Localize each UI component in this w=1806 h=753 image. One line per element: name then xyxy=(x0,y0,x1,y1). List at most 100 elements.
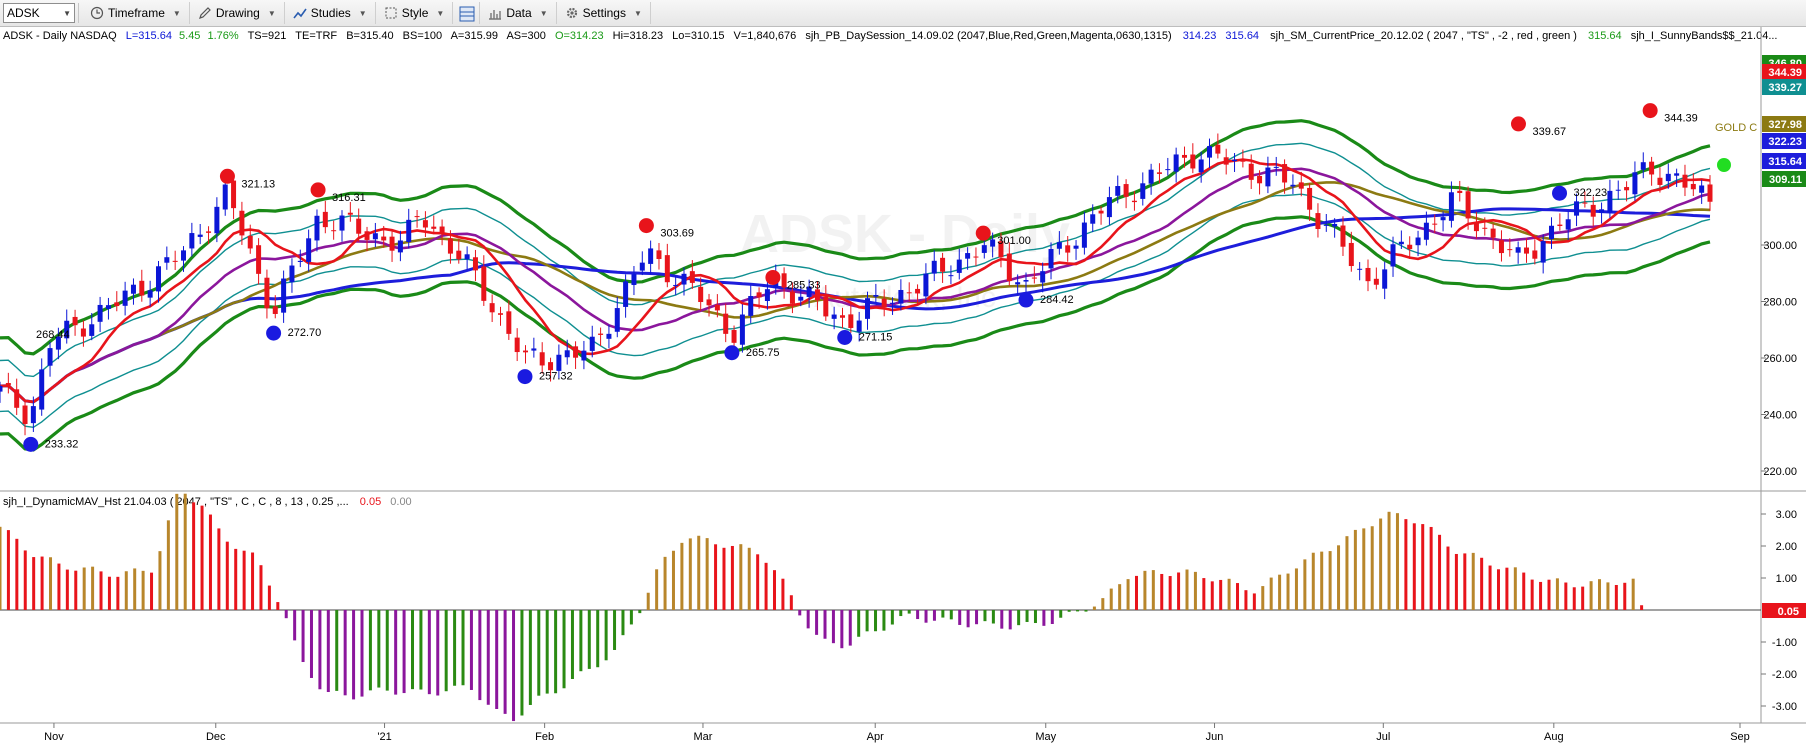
histogram-bar xyxy=(520,610,524,716)
header-open: O=314.23 xyxy=(555,30,604,42)
histogram-bar xyxy=(857,610,861,637)
candle-body xyxy=(389,236,395,251)
data-button[interactable]: Data ▼ xyxy=(480,2,557,24)
histogram-bar xyxy=(427,610,431,695)
layout-button[interactable] xyxy=(453,2,481,24)
candle-body xyxy=(1448,192,1454,221)
sub-header: sjh_I_DynamicMAV_Hst 21.04.03 ( 2047 , "… xyxy=(3,496,412,508)
time-tick-label: Nov xyxy=(44,731,64,743)
candle-body xyxy=(1590,204,1596,217)
time-tick-label: Mar xyxy=(693,731,712,743)
price-tag-label: 339.27 xyxy=(1768,82,1802,94)
candle-body xyxy=(1649,161,1655,175)
candle-body xyxy=(489,303,495,313)
chevron-down-icon[interactable]: ▼ xyxy=(63,8,71,18)
studies-button[interactable]: Studies ▼ xyxy=(285,2,376,24)
timeframe-button[interactable]: Timeframe ▼ xyxy=(82,2,190,24)
price-chart[interactable]: ADSK - Daily Autodesk, Inc ADSK - Daily … xyxy=(0,27,1806,753)
candle-body xyxy=(973,256,979,258)
histogram-bar xyxy=(1345,536,1349,610)
candle-body xyxy=(1181,154,1187,158)
histogram-bar xyxy=(495,610,499,709)
histogram-bar xyxy=(1059,610,1063,618)
histogram-bar xyxy=(882,610,886,631)
settings-button[interactable]: Settings ▼ xyxy=(557,2,651,24)
candle-body xyxy=(139,280,145,296)
candle-body xyxy=(331,230,337,232)
candle-body xyxy=(1115,186,1121,196)
histogram-bar xyxy=(91,566,95,610)
header-study1-v1: 314.23 xyxy=(1183,30,1217,42)
histogram-bar xyxy=(1404,519,1408,610)
price-tick-label: 220.00 xyxy=(1763,466,1797,478)
histogram-bar xyxy=(1101,598,1105,610)
header-study2: sjh_SM_CurrentPrice_20.12.02 ( 2047 , "T… xyxy=(1270,30,1577,42)
chevron-down-icon: ▼ xyxy=(436,8,445,18)
candle-body xyxy=(47,348,53,366)
histogram-bar xyxy=(1513,567,1517,610)
candle-body xyxy=(589,336,595,351)
histogram-bar xyxy=(402,610,406,694)
candle-body xyxy=(414,216,420,218)
candle-body xyxy=(698,286,704,303)
histogram-bar xyxy=(545,610,549,694)
candle-body xyxy=(948,275,954,277)
candle-body xyxy=(890,302,896,304)
histogram-bar xyxy=(907,610,911,614)
time-tick-label: Sep xyxy=(1730,731,1750,743)
swing-high-marker xyxy=(219,168,235,184)
histogram-bar xyxy=(1000,610,1004,629)
histogram-bar xyxy=(57,563,61,610)
histogram-axis: 3.00 2.00 1.00 -1.00 -2.00 -3.00 0.05 xyxy=(1761,509,1806,713)
header-study1-v2: 315.64 xyxy=(1225,30,1259,42)
drawing-button[interactable]: Drawing ▼ xyxy=(190,2,285,24)
candle-body xyxy=(22,405,28,425)
candle-body xyxy=(1282,164,1288,183)
histogram-bar xyxy=(756,554,760,610)
candle-body xyxy=(297,260,303,262)
price-tag-label: 322.23 xyxy=(1768,136,1802,148)
histogram-bar xyxy=(570,610,574,680)
histogram-bar xyxy=(613,610,617,650)
histogram-bar xyxy=(1177,572,1181,610)
candle-body xyxy=(289,265,295,283)
price-tag xyxy=(1762,171,1806,187)
style-button[interactable]: Style ▼ xyxy=(376,2,454,24)
candle-body xyxy=(397,240,403,253)
swing-labels: 233.32 321.13 272.70 316.31 257.32 303.69 265.… xyxy=(36,113,1698,451)
histogram-bar xyxy=(385,610,389,691)
swing-label: 321.13 xyxy=(241,178,275,190)
swing-label: 322.23 xyxy=(1574,187,1608,199)
histogram-bar xyxy=(1328,551,1332,610)
histogram-bar xyxy=(1429,526,1433,610)
histogram-bar xyxy=(478,610,482,701)
swing-label: 339.67 xyxy=(1532,126,1566,138)
header-change: 5.45 xyxy=(179,30,200,42)
histogram-tick-label: -3.00 xyxy=(1772,701,1797,713)
swing-label: 344.39 xyxy=(1664,113,1698,125)
candle-body xyxy=(281,278,287,313)
candle-body xyxy=(1048,249,1054,269)
histogram-bar xyxy=(309,610,313,678)
chevron-down-icon: ▼ xyxy=(358,8,367,18)
histogram-bar xyxy=(1547,579,1551,610)
candle-body xyxy=(873,295,879,297)
histogram-bar xyxy=(646,592,650,610)
candle-body xyxy=(1140,183,1146,199)
histogram-bar xyxy=(352,610,356,700)
histogram-bar xyxy=(65,569,69,610)
histogram-bar xyxy=(638,610,642,614)
histogram-bar xyxy=(1454,553,1458,610)
symbol-input[interactable]: ADSK ▼ xyxy=(3,3,75,23)
histogram-bar xyxy=(1278,574,1282,610)
candle-body xyxy=(1065,245,1071,253)
histogram-bar xyxy=(15,538,19,610)
candle-body xyxy=(306,238,312,262)
histogram-bar xyxy=(983,610,987,622)
candle-body xyxy=(1040,271,1046,283)
candle-body xyxy=(1365,267,1371,282)
histogram-bar xyxy=(301,610,305,663)
candle-body xyxy=(1348,242,1354,267)
histogram-bar xyxy=(1261,586,1265,610)
histogram-bar xyxy=(377,610,381,688)
